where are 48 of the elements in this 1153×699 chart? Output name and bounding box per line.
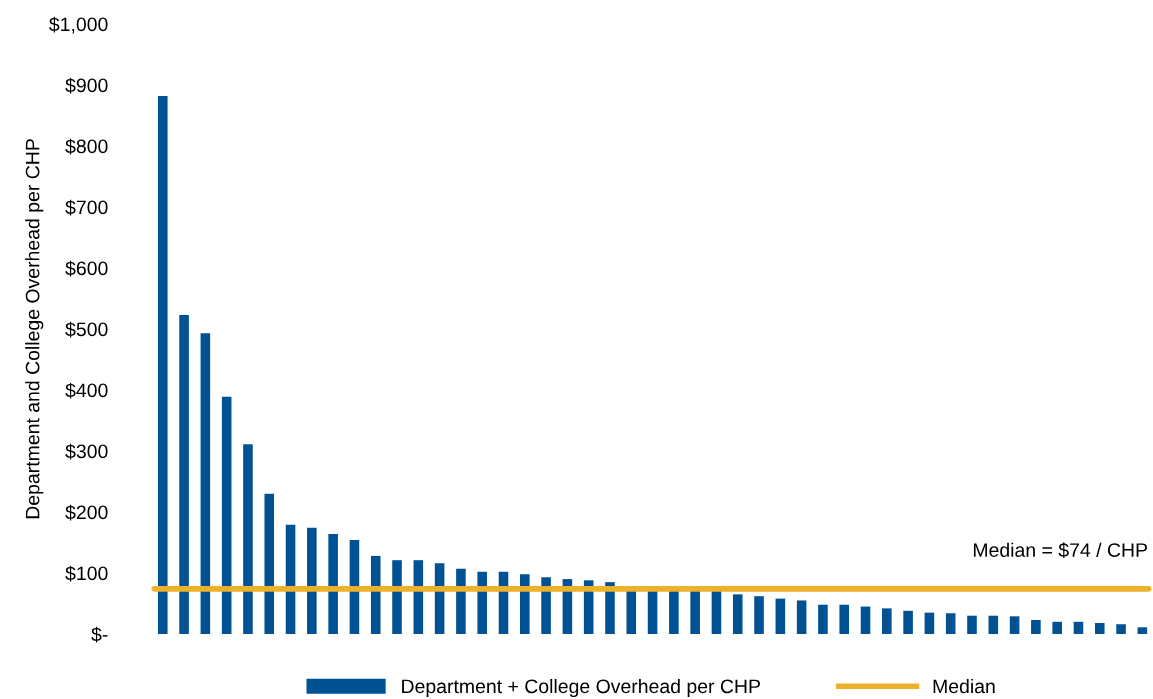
bar — [392, 560, 402, 634]
bar — [903, 610, 913, 634]
y-tick-label: $400 — [65, 382, 108, 399]
y-tick-label: $900 — [65, 77, 108, 94]
bar — [264, 493, 275, 634]
bar — [1009, 616, 1020, 634]
bar — [541, 577, 551, 634]
legend-label: Department + College Overhead per CHP — [402, 678, 760, 698]
y-tick-label: $- — [91, 626, 108, 643]
y-tick-label: $100 — [65, 565, 108, 582]
y-tick-label: $1,000 — [49, 16, 108, 34]
y-tick-label: $500 — [65, 321, 108, 338]
bar — [988, 615, 999, 634]
bar — [1073, 621, 1084, 634]
bar — [157, 95, 168, 634]
bar — [775, 598, 786, 634]
y-tick-label: $600 — [65, 260, 108, 277]
y-tick-label: $800 — [65, 138, 108, 155]
legend-label: Median — [933, 678, 995, 694]
bar — [882, 608, 892, 634]
bar — [1116, 624, 1126, 634]
bar — [754, 596, 764, 634]
y-tick-label: $300 — [65, 443, 108, 460]
bar — [179, 314, 189, 634]
bar — [307, 527, 317, 634]
bar — [796, 600, 807, 634]
bar — [221, 396, 232, 634]
bar — [818, 604, 828, 634]
bar — [1052, 621, 1062, 634]
bar — [732, 594, 743, 634]
bar — [860, 606, 871, 634]
y-tick-label: $700 — [65, 199, 108, 216]
bar — [1031, 619, 1041, 634]
bar — [1137, 627, 1148, 634]
bar — [945, 613, 956, 634]
bar — [520, 574, 530, 634]
bar — [370, 555, 381, 634]
bar — [1094, 623, 1105, 634]
bar — [456, 568, 466, 634]
bar — [200, 333, 211, 634]
bar — [967, 615, 977, 634]
bar — [328, 533, 338, 634]
bar — [924, 612, 935, 634]
y-tick-label: $200 — [65, 504, 108, 521]
annotation: Median = $74 / CHP — [973, 542, 1147, 559]
bar — [243, 444, 253, 634]
y-axis-title: Department and College Overhead per CHP — [25, 139, 44, 519]
bar — [839, 604, 850, 634]
